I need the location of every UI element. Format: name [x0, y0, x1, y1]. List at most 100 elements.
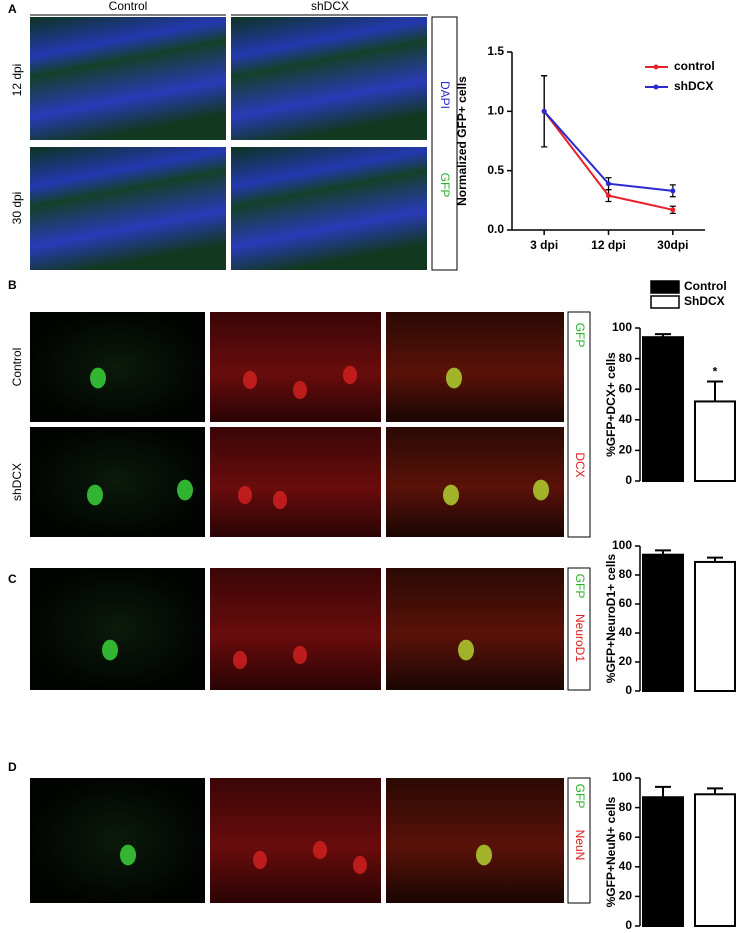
- point: [670, 188, 676, 194]
- y-tick-label: 100: [612, 320, 632, 334]
- micrograph: [30, 568, 205, 690]
- y-axis-label: %GFP+NeuroD1+ cells: [604, 553, 618, 683]
- micrograph: [386, 312, 564, 422]
- y-tick-label: 40: [619, 625, 633, 639]
- y-tick-label: 60: [619, 829, 633, 843]
- panel-label: A: [8, 2, 17, 16]
- annotation: *: [713, 365, 718, 379]
- y-tick-label: 0.0: [487, 222, 504, 236]
- y-tick-label: 100: [612, 538, 632, 552]
- cell: [476, 844, 492, 866]
- y-tick-label: 0: [625, 918, 632, 932]
- cell: [238, 485, 252, 505]
- legend-marker: [653, 64, 659, 70]
- bar: [642, 553, 684, 693]
- y-tick-label: 20: [619, 443, 633, 457]
- stain-label: NeuroD1: [573, 614, 587, 662]
- stain-box: [567, 311, 591, 538]
- cell: [90, 367, 106, 389]
- micrograph: [210, 778, 381, 903]
- x-tick-label: 3 dpi: [530, 238, 558, 252]
- micrograph: [386, 778, 564, 903]
- row-label: shDCX: [10, 463, 24, 501]
- y-axis-label: %GFP+DCX+ cells: [604, 352, 618, 457]
- y-tick-label: 20: [619, 654, 633, 668]
- legend-swatch: [650, 280, 680, 294]
- column-label: shDCX: [311, 0, 349, 13]
- bar: [694, 793, 736, 928]
- y-tick-label: 0: [625, 683, 632, 697]
- stain-label: DAPI: [438, 81, 452, 109]
- cell: [293, 380, 307, 400]
- row-label: Control: [10, 348, 24, 387]
- y-tick-label: 0: [625, 473, 632, 487]
- cell: [273, 490, 287, 510]
- stain-label: GFP: [573, 323, 587, 348]
- cell: [313, 840, 327, 860]
- cell: [243, 370, 257, 390]
- legend-label: Control: [684, 279, 727, 293]
- cell: [253, 850, 267, 870]
- bar: [694, 560, 736, 693]
- legend-marker: [653, 84, 659, 90]
- y-axis-label: %GFP+NeuN+ cells: [604, 796, 618, 907]
- legend-label: control: [674, 59, 715, 73]
- chart: 0.0 0.5 1.0 1.5 Normalized GFP+ cells 3 dpi 12…: [455, 44, 715, 252]
- chart: 0 20 40 60 80 100 %GFP+NeuN+ cells: [604, 770, 736, 932]
- stain-label: GFP: [573, 784, 587, 809]
- panel-label: B: [8, 278, 17, 292]
- x-tick-label: 30dpi: [657, 238, 688, 252]
- y-tick-label: 40: [619, 859, 633, 873]
- y-tick-label: 80: [619, 800, 633, 814]
- cell: [458, 639, 474, 661]
- cell: [177, 479, 193, 501]
- stain-box: [567, 777, 591, 904]
- point: [606, 193, 611, 199]
- y-axis-label: Normalized GFP+ cells: [455, 76, 469, 206]
- y-tick-label: 1.0: [487, 104, 504, 118]
- cell: [120, 844, 136, 866]
- legend-label: ShDCX: [684, 294, 725, 308]
- row-label: 12 dpi: [10, 64, 24, 97]
- cell: [353, 855, 367, 875]
- stain-box: [567, 567, 591, 691]
- micrograph: [30, 147, 226, 270]
- micrograph: [386, 568, 564, 690]
- micrograph: [30, 778, 205, 903]
- bar: [642, 336, 684, 482]
- point: [606, 181, 611, 187]
- micrograph: [210, 312, 381, 422]
- point: [670, 207, 676, 213]
- stain-label: NeuN: [573, 830, 587, 861]
- cell: [87, 484, 103, 506]
- legend-swatch: [650, 295, 680, 309]
- y-tick-label: 20: [619, 889, 633, 903]
- micrograph: [210, 427, 381, 537]
- cell: [293, 645, 307, 665]
- stain-label: GFP: [573, 574, 587, 599]
- stain-label: DCX: [573, 452, 587, 477]
- y-tick-label: 40: [619, 412, 633, 426]
- column-label: Control: [109, 0, 148, 13]
- cell: [102, 639, 118, 661]
- micrograph: [386, 427, 564, 537]
- cell: [343, 365, 357, 385]
- panel-label: D: [8, 760, 17, 774]
- stain-label: GFP: [438, 173, 452, 198]
- legend-label: shDCX: [674, 79, 713, 93]
- point: [541, 108, 547, 114]
- y-tick-label: 0.5: [487, 163, 504, 177]
- cell: [233, 650, 247, 670]
- micrograph: [30, 427, 205, 537]
- bar: [642, 796, 684, 927]
- cell: [446, 367, 462, 389]
- micrograph: [30, 17, 226, 140]
- micrograph: [231, 147, 427, 270]
- chart: 0 20 40 60 80 100%GFP+NeuroD1+ cells: [604, 538, 736, 697]
- row-label: 30 dpi: [10, 192, 24, 225]
- micrographs: [30, 17, 564, 903]
- micrograph: [210, 568, 381, 690]
- y-tick-label: 60: [619, 596, 633, 610]
